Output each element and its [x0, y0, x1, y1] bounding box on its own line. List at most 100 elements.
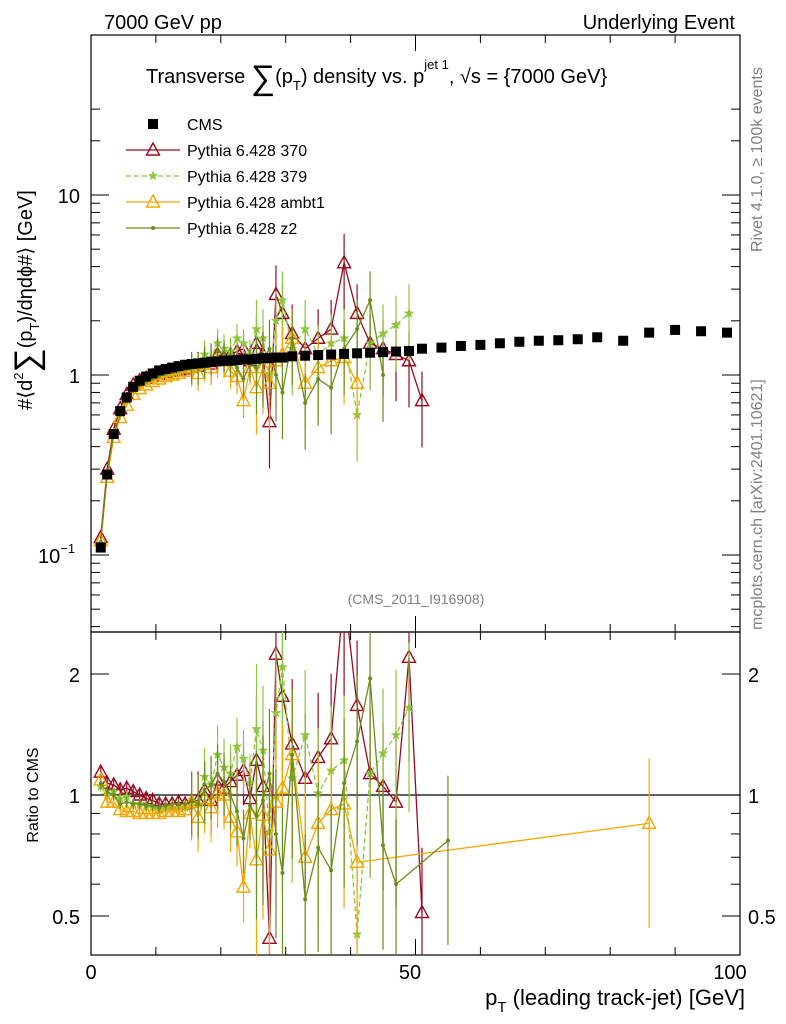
pythia-6-428-z2-point	[381, 373, 386, 377]
ratio-pythia-6-428-379-point	[299, 729, 311, 740]
ratio-pythia-6-428-ambt1-point	[274, 779, 291, 794]
cms-point	[365, 347, 376, 358]
cms-point	[225, 355, 236, 366]
ratio-pythia-6-428-z2-point	[235, 809, 240, 814]
ratio-pythia-6-428-z2-point	[355, 739, 360, 744]
pythia-6-428-379-point	[403, 307, 415, 318]
pythia-6-428-379-point	[277, 294, 288, 305]
pythia-6-428-370-point	[336, 254, 352, 269]
pythia-6-428-ambt1-point	[157, 368, 174, 383]
legend-pythia-6-428-z2: Pythia 6.428 z2	[126, 221, 297, 238]
cms-point	[326, 349, 337, 360]
analysis-id: (CMS_2011_I916908)	[348, 591, 485, 607]
legend-pythia-6-428-ambt1: Pythia 6.428 ambt1	[126, 193, 325, 212]
cms-point	[173, 361, 184, 372]
ratio-pythia-6-428-z2-point	[150, 803, 155, 808]
ratio-pythia-6-428-z2-point	[260, 798, 265, 803]
cms-point	[102, 469, 113, 480]
ratio-pythia-6-428-z2-point	[124, 800, 129, 805]
ratio-pythia-6-428-z2-point	[144, 803, 149, 808]
legend-pythia-6-428-370-label: Pythia 6.428 370	[187, 143, 307, 160]
cms-point	[251, 353, 262, 364]
ratio-pythia-6-428-z2-point	[98, 781, 103, 786]
pythia-6-428-379-point	[390, 319, 402, 330]
cms-point	[475, 339, 486, 350]
pythia-6-428-ambt1-point	[235, 392, 252, 407]
pythia-6-428-ambt1-point	[112, 409, 128, 424]
pythia-6-428-ambt1-point	[349, 374, 365, 389]
ratio-pythia-6-428-z2-point	[228, 793, 233, 797]
cms-point	[219, 355, 230, 366]
pythia-6-428-370-point	[401, 352, 417, 367]
legend-pythia-6-428-370-marker	[145, 141, 161, 156]
chart-title: Transverse ∑(pT) density vs. pjet 1, √s …	[146, 57, 607, 97]
legend-cms-marker	[148, 119, 158, 129]
cms-point	[141, 371, 152, 382]
cms-point	[115, 406, 126, 417]
pythia-6-428-z2-point	[222, 352, 227, 357]
cms-point	[436, 342, 447, 353]
ratio-ytick-2: 2	[69, 665, 80, 687]
cms-point	[193, 358, 204, 369]
header-left: 7000 GeV pp	[104, 12, 222, 34]
ytick-10: 10	[58, 186, 80, 208]
cms-point	[533, 335, 544, 346]
pythia-6-428-ambt1-point	[164, 366, 180, 381]
ratio-pythia-6-428-379-point	[238, 753, 249, 764]
pythia-6-428-z2-point	[280, 390, 285, 395]
cms-point	[180, 359, 191, 370]
ytick-1: 1	[69, 366, 80, 388]
cms-point	[378, 347, 389, 358]
ratio-pythia-6-428-z2-point	[111, 793, 116, 797]
cms-point	[277, 352, 288, 363]
cms-point	[264, 353, 275, 364]
legend-cms-label: CMS	[187, 117, 223, 134]
legend-pythia-6-428-ambt1-marker	[145, 193, 161, 208]
ratio-pythia-6-428-z2-point	[183, 801, 188, 806]
ratio-pythia-6-428-z2-point	[163, 803, 168, 808]
pythia-6-428-ambt1-point	[119, 396, 135, 411]
pythia-6-428-379-point	[238, 337, 249, 348]
legend-cms: CMS	[148, 117, 223, 134]
series-pythia-6-428-z2	[98, 271, 386, 545]
legend-pythia-6-428-370: Pythia 6.428 370	[126, 141, 307, 160]
cms-point	[455, 340, 466, 351]
pythia-6-428-379-point	[299, 323, 311, 334]
pythia-6-428-z2-point	[273, 373, 278, 377]
ratio-pythia-6-428-z2-point	[241, 836, 246, 841]
ratio-pythia-6-428-z2-point	[342, 781, 347, 786]
ratio-pythia-6-428-ambt1	[93, 689, 657, 955]
ratio-pythia-6-428-379-point	[390, 729, 402, 740]
ratio-pythia-6-428-ambt1-point	[641, 814, 657, 830]
pythia-6-428-379-point	[251, 323, 262, 334]
ratio-pythia-6-428-z2-point	[222, 779, 227, 784]
ratio-ytick-1: 1	[69, 786, 80, 808]
ratio-pythia-6-428-379-point	[377, 747, 389, 758]
xtick-100: 100	[713, 962, 746, 984]
ratio-pythia-6-428-z2-point	[131, 801, 136, 806]
x-axis-label: pT (leading track-jet) [GeV]	[485, 985, 745, 1016]
ratio-pythia-6-428-z2-point	[137, 801, 142, 806]
ratio-pythia-6-428-ambt1-point	[235, 878, 252, 893]
ratio-pythia-6-428-z2-point	[445, 838, 450, 843]
ratio-pythia-6-428-z2-point	[290, 752, 295, 757]
ratio-pythia-6-428-z2-point	[254, 813, 259, 818]
ratio-pythia-6-428-ambt1-point	[177, 801, 193, 816]
pythia-6-428-z2-point	[316, 377, 321, 382]
cms-point	[391, 346, 402, 357]
cms-point	[134, 375, 145, 386]
cms-point	[644, 327, 655, 338]
rivet-label: Rivet 4.1.0, ≥ 100k events	[749, 67, 766, 252]
cms-point	[238, 354, 249, 365]
ratio-pythia-6-428-z2-point	[176, 801, 181, 806]
cms-point	[287, 351, 298, 362]
ratio-pythia-6-428-z2-point	[394, 882, 399, 887]
cms-point	[670, 324, 681, 335]
cms-point	[147, 368, 158, 379]
cms-point	[404, 345, 415, 356]
ratio-pythia-6-428-z2-point	[248, 803, 253, 808]
ratio-pythia-6-428-z2-point	[170, 801, 175, 806]
cms-point	[416, 343, 427, 354]
ratio-pythia-6-428-379-point	[115, 793, 126, 803]
pythia-6-428-379-line	[100, 300, 410, 545]
